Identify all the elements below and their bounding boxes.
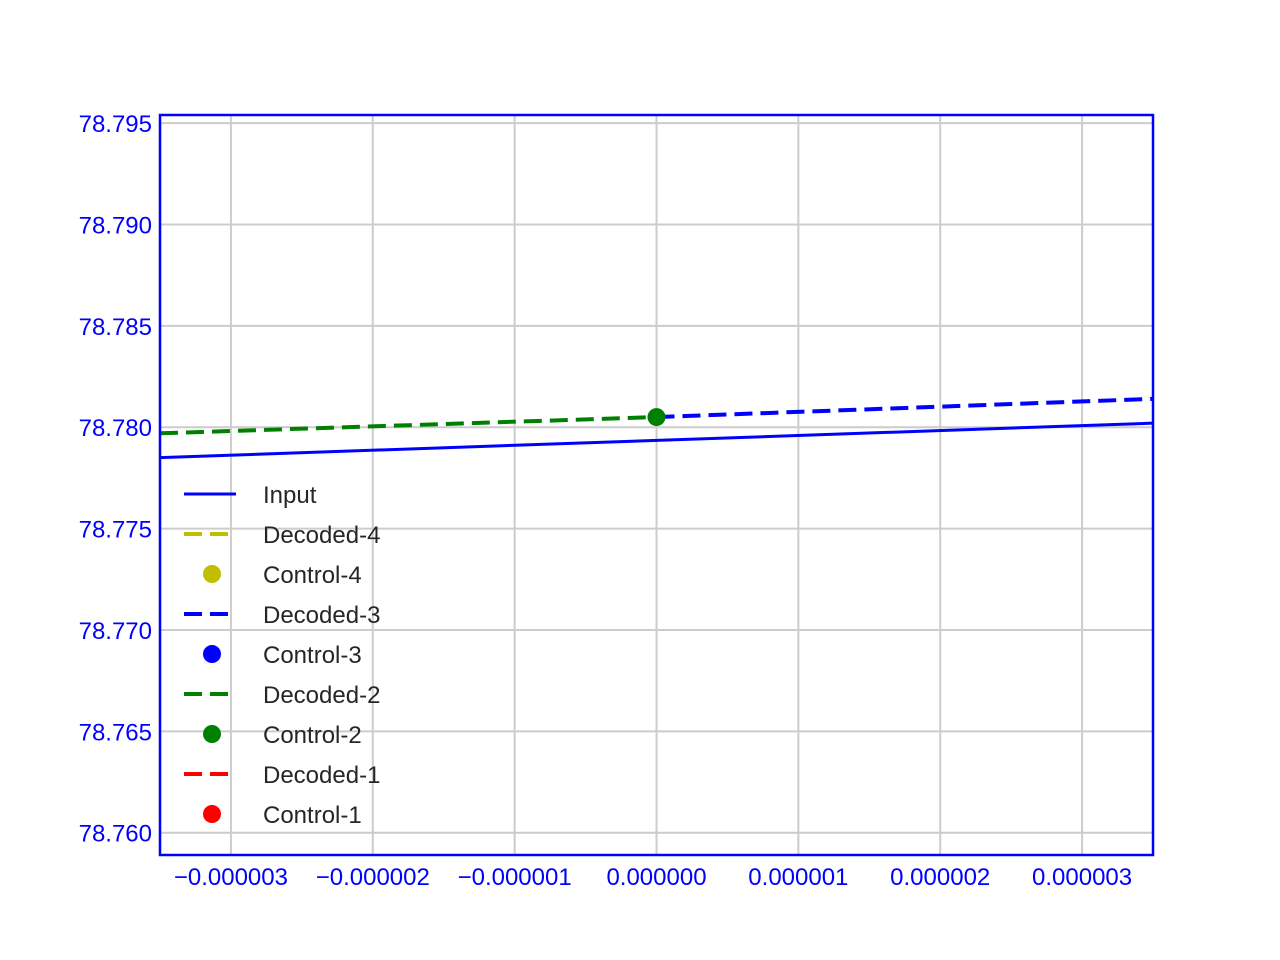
legend-item-control-4: Control-4 [203, 562, 362, 589]
y-tick-label: 78.795 [79, 111, 152, 138]
legend-item-decoded-1: Decoded-1 [184, 762, 380, 789]
series-line-decoded-2 [160, 415, 657, 436]
legend-item-input: Input [184, 482, 317, 509]
legend-label: Decoded-2 [263, 682, 380, 709]
legend-swatch-marker [203, 565, 221, 583]
x-tick-label: 0.000002 [890, 864, 990, 891]
ticks: −0.000003 −0.000002 −0.000001 0.000000 0.000… [79, 111, 1133, 891]
legend: Input Decoded-4 Control-4 Decoded-3 Control-… [184, 482, 380, 829]
legend-item-control-1: Control-1 [203, 802, 362, 829]
data-point-control-2 [647, 408, 666, 427]
legend-label: Input [263, 482, 317, 509]
legend-item-control-3: Control-3 [203, 642, 362, 669]
y-tick-label: 78.775 [79, 517, 152, 544]
legend-swatch-marker [203, 645, 221, 663]
series-layer [160, 396, 1153, 460]
x-tick-label: −0.000003 [174, 864, 288, 891]
legend-label: Decoded-1 [263, 762, 380, 789]
legend-label: Control-2 [263, 722, 362, 749]
series-line-input [160, 421, 1153, 460]
legend-item-decoded-4: Decoded-4 [184, 522, 380, 549]
legend-label: Control-4 [263, 562, 362, 589]
legend-swatch-marker [203, 805, 221, 823]
x-tick-label: 0.000000 [606, 864, 706, 891]
y-tick-label: 78.765 [79, 719, 152, 746]
axes-frame [158, 113, 1155, 857]
y-tick-label: 78.770 [79, 618, 152, 645]
legend-item-decoded-2: Decoded-2 [184, 682, 380, 709]
series-line-decoded-3 [656, 396, 1153, 420]
legend-swatch-marker [203, 725, 221, 743]
x-tick-label: −0.000002 [316, 864, 430, 891]
y-tick-label: 78.760 [79, 821, 152, 848]
x-tick-label: −0.000001 [458, 864, 572, 891]
legend-item-control-2: Control-2 [203, 722, 362, 749]
x-tick-label: 0.000003 [1032, 864, 1132, 891]
x-tick-label: 0.000001 [748, 864, 848, 891]
legend-item-decoded-3: Decoded-3 [184, 602, 380, 629]
legend-label: Decoded-4 [263, 522, 380, 549]
y-tick-label: 78.780 [79, 415, 152, 442]
y-tick-label: 78.785 [79, 314, 152, 341]
legend-label: Decoded-3 [263, 602, 380, 629]
legend-label: Control-3 [263, 642, 362, 669]
y-tick-label: 78.790 [79, 212, 152, 239]
grid [160, 115, 1153, 855]
legend-label: Control-1 [263, 802, 362, 829]
